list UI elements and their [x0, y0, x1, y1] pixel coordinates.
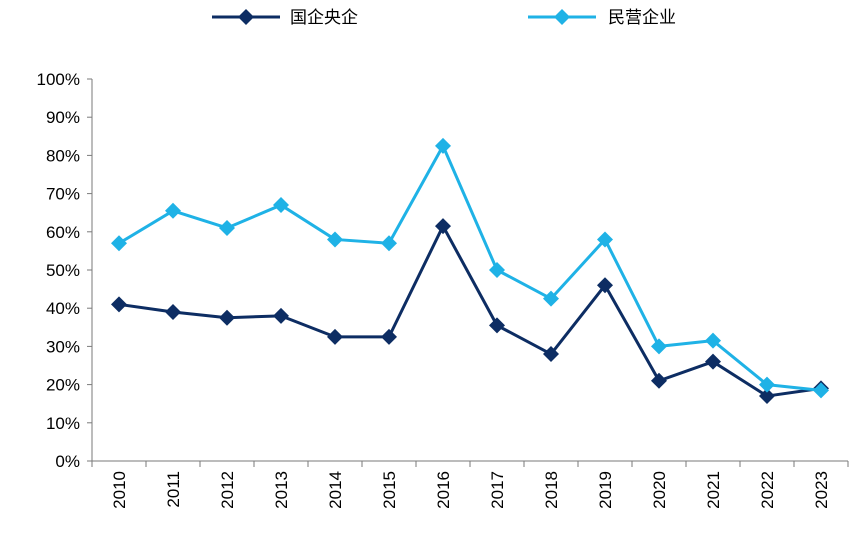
data-point-marker	[435, 137, 451, 154]
data-point-marker	[759, 388, 775, 405]
data-point-marker	[597, 277, 613, 294]
legend: 国企央企 民营企业	[212, 8, 676, 28]
data-point-marker	[543, 346, 559, 363]
data-point-marker	[165, 304, 181, 321]
legend-label: 国企央企	[290, 8, 358, 28]
x-tick-label: 2021	[704, 471, 723, 509]
data-point-marker	[597, 231, 613, 248]
y-tick-label: 30%	[46, 337, 80, 356]
data-point-marker	[651, 372, 667, 389]
legend-item-1: 国企央企	[212, 8, 358, 28]
y-tick-label: 0%	[55, 452, 80, 471]
data-point-marker	[111, 296, 127, 313]
x-tick-label: 2018	[542, 471, 561, 509]
x-tick-label: 2022	[758, 471, 777, 509]
data-point-marker	[165, 202, 181, 219]
legend-item-2: 民营企业	[528, 8, 676, 28]
x-tick-label: 2016	[434, 471, 453, 509]
data-point-marker	[219, 219, 235, 236]
data-point-marker	[651, 338, 667, 355]
data-point-marker	[273, 197, 289, 214]
y-tick-label: 20%	[46, 376, 80, 395]
legend-label: 民营企业	[608, 8, 676, 28]
data-point-marker	[273, 307, 289, 324]
y-tick-label: 40%	[46, 299, 80, 318]
series-layer	[111, 137, 829, 405]
data-point-marker	[381, 328, 397, 345]
data-point-marker	[381, 235, 397, 252]
series-line	[118, 224, 822, 398]
x-tick-label: 2013	[272, 471, 291, 509]
series-line	[118, 144, 822, 392]
legend-marker	[554, 9, 570, 25]
y-tick-label: 70%	[46, 185, 80, 204]
x-tick-label: 2019	[596, 471, 615, 509]
data-point-marker	[489, 262, 505, 278]
y-tick-label: 80%	[46, 146, 80, 165]
x-tick-label: 2010	[110, 471, 129, 509]
y-tick-label: 50%	[46, 261, 80, 280]
y-tick-label: 90%	[46, 108, 80, 127]
data-point-marker	[543, 290, 559, 307]
x-tick-label: 2017	[488, 471, 507, 509]
x-tick-label: 2012	[218, 471, 237, 509]
series-2	[111, 137, 829, 399]
y-tick-label: 60%	[46, 223, 80, 242]
data-point-marker	[111, 235, 127, 252]
data-point-marker	[705, 332, 721, 349]
y-tick-label: 10%	[46, 414, 80, 433]
y-axis: 0% 10% 20% 30% 40% 50% 60% 70% 80% 90% 100%	[37, 70, 93, 471]
data-point-marker	[489, 317, 505, 334]
legend-marker	[238, 9, 254, 25]
x-tick-label: 2020	[650, 471, 669, 509]
data-point-marker	[705, 353, 721, 370]
data-point-marker	[219, 309, 235, 326]
y-tick-label: 100%	[37, 70, 80, 89]
data-point-marker	[435, 218, 451, 235]
series-1	[111, 218, 829, 405]
x-tick-label: 2015	[380, 471, 399, 509]
data-point-marker	[327, 328, 343, 345]
x-axis: 2010 2011 2012 2013 2014 2015 2016 2017 2018 2019…	[91, 460, 849, 509]
data-point-marker	[759, 376, 775, 393]
x-tick-label: 2011	[164, 471, 183, 508]
data-point-marker	[813, 382, 829, 399]
x-tick-label: 2023	[812, 471, 831, 509]
x-tick-label: 2014	[326, 471, 345, 509]
data-point-marker	[327, 231, 343, 248]
